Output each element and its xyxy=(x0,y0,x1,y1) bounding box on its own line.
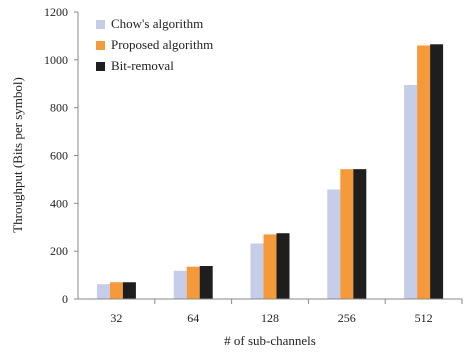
x-tick-label: 64 xyxy=(187,311,199,325)
legend-swatch xyxy=(96,41,105,50)
x-tick-label: 512 xyxy=(415,311,433,325)
bar-bit-removal-128 xyxy=(276,233,290,299)
plot-area xyxy=(96,44,444,299)
bar-chow-s-algorithm-64 xyxy=(173,270,187,299)
y-tick-label: 1200 xyxy=(44,5,68,19)
bar-chow-s-algorithm-256 xyxy=(327,189,341,299)
bar-bit-removal-32 xyxy=(122,282,136,299)
bar-bit-removal-256 xyxy=(353,169,367,299)
y-tick-label: 800 xyxy=(50,101,68,115)
y-tick-label: 1000 xyxy=(44,53,68,67)
bar-chow-s-algorithm-128 xyxy=(250,243,264,299)
bar-proposed-algorithm-128 xyxy=(263,234,277,299)
x-tick-label: 128 xyxy=(261,311,279,325)
bar-chow-s-algorithm-32 xyxy=(96,284,110,299)
x-tick-label: 256 xyxy=(338,311,356,325)
legend-label: Proposed algorithm xyxy=(111,37,213,52)
legend: Chow's algorithm Proposed algorithm Bit-re… xyxy=(96,16,213,73)
y-tick-label: 400 xyxy=(50,196,68,210)
legend-label: Bit-removal xyxy=(111,58,174,73)
legend-label: Chow's algorithm xyxy=(111,16,203,31)
legend-swatch xyxy=(96,62,105,71)
bar-chow-s-algorithm-512 xyxy=(404,84,418,299)
x-axis-title: # of sub-channels xyxy=(224,333,316,348)
legend-swatch xyxy=(96,20,105,29)
y-ticks: 0 200 400 600 800 1000 1200 xyxy=(44,5,78,306)
bar-proposed-algorithm-256 xyxy=(340,169,354,299)
y-tick-label: 200 xyxy=(50,244,68,258)
y-tick-label: 600 xyxy=(50,149,68,163)
bar-proposed-algorithm-32 xyxy=(109,282,123,299)
bar-bit-removal-64 xyxy=(199,265,213,299)
bar-proposed-algorithm-512 xyxy=(417,45,431,299)
x-tick-label: 32 xyxy=(110,311,122,325)
bar-bit-removal-512 xyxy=(430,44,444,299)
y-tick-label: 0 xyxy=(62,292,68,306)
x-ticks: 32 64 128 256 512 xyxy=(110,299,463,325)
y-axis-title: Throughput (Bits per symbol) xyxy=(10,77,25,233)
bar-proposed-algorithm-64 xyxy=(186,266,200,299)
